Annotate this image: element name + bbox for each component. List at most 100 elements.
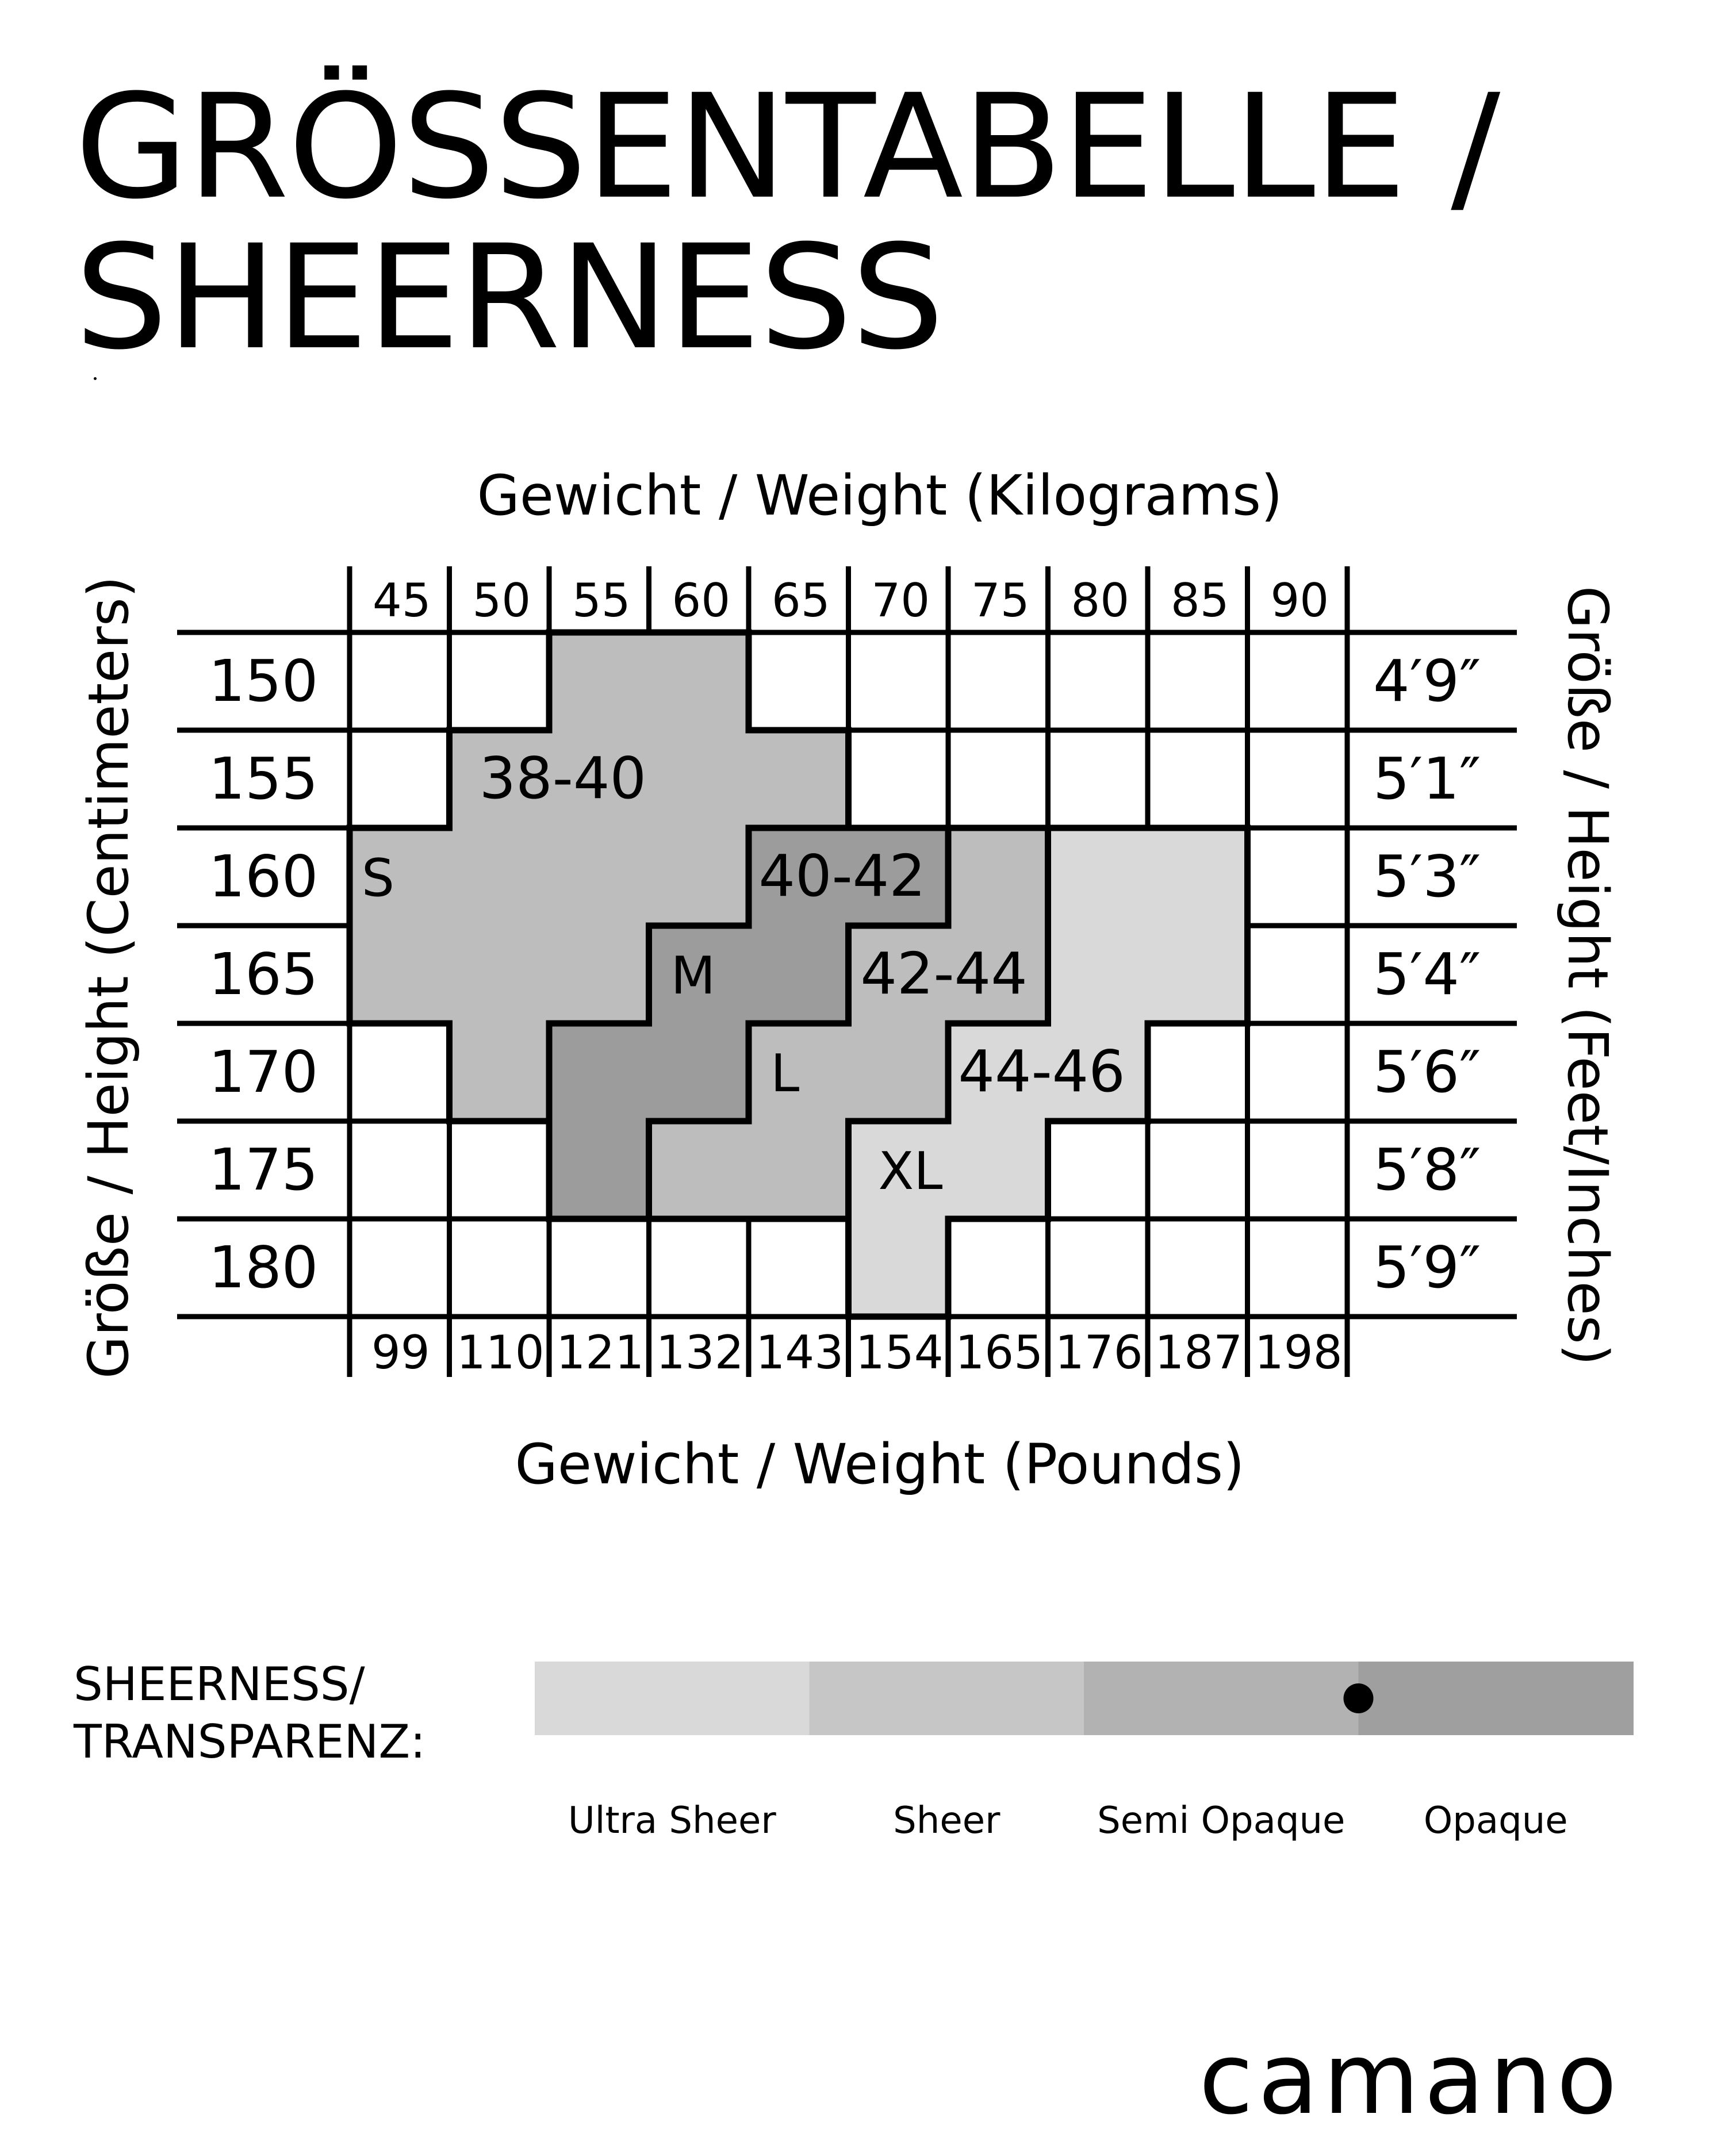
cell-merge <box>546 922 553 929</box>
cell-merge <box>646 732 652 826</box>
size-cell-s <box>549 632 649 731</box>
size-cell-m <box>749 926 849 1024</box>
tick-label-kg: 75 <box>971 574 1030 627</box>
size-cell-l <box>948 926 1048 1024</box>
cell-merge <box>352 922 447 929</box>
cell-merge <box>745 928 752 1021</box>
cell-merge <box>950 1118 1045 1125</box>
size-letter-label: L <box>770 1044 799 1104</box>
size-letter-label: M <box>671 946 716 1006</box>
cell-merge <box>1144 928 1151 1021</box>
size-cell-s <box>350 828 450 926</box>
sheerness-label-line-2: TRANSPARENZ: <box>74 1715 426 1768</box>
size-cell-xl <box>1148 926 1248 1024</box>
tick-label-ft: 5′6″ <box>1373 1038 1481 1106</box>
size-cell-m <box>649 926 749 1024</box>
tick-label-cm: 170 <box>209 1038 319 1106</box>
size-cell-xl <box>948 1023 1048 1122</box>
size-cell-l <box>848 1023 949 1122</box>
size-cell-xl <box>848 1121 949 1219</box>
cell-merge <box>452 922 547 929</box>
cell-merge <box>745 732 752 826</box>
size-cell-m <box>649 1023 749 1122</box>
size-cells <box>350 632 1248 1317</box>
size-cell-l <box>749 1121 849 1219</box>
size-cell-m <box>848 828 949 926</box>
cell-merge <box>546 732 553 826</box>
size-cell-xl <box>1048 1023 1148 1122</box>
size-cell-xl <box>948 1121 1048 1219</box>
tick-label-kg: 65 <box>772 574 830 627</box>
page-title-line-2: SHEERNESS <box>75 214 944 381</box>
cell-merge <box>446 830 453 923</box>
cell-merge <box>751 1118 846 1125</box>
sheerness-bar: Ultra Sheer Sheer Semi Opaque Opaque <box>535 1662 1634 1842</box>
cell-merge <box>651 1020 746 1027</box>
tick-label-cm: 155 <box>209 745 319 812</box>
cell-merge <box>1150 922 1245 929</box>
sheerness-segment <box>1084 1662 1359 1735</box>
tick-label-kg: 50 <box>472 574 531 627</box>
size-cell-s <box>449 730 550 828</box>
size-cell-l <box>749 1023 849 1122</box>
size-range-label: 44-46 <box>958 1038 1125 1105</box>
size-cell-m <box>549 1023 649 1122</box>
size-letter-label: XL <box>879 1141 943 1202</box>
cell-merge <box>646 635 652 728</box>
size-cell-l <box>649 1121 749 1219</box>
tick-label-lb: 121 <box>556 1326 644 1379</box>
cell-merge <box>546 928 553 1021</box>
size-cell-xl <box>848 1219 949 1317</box>
tick-label-kg: 60 <box>672 574 730 627</box>
size-range-label: 40-42 <box>758 842 926 910</box>
y-label-left: Größe / Height (Centimeters) <box>76 576 141 1379</box>
tick-label-lb: 176 <box>1055 1326 1143 1379</box>
decorative-dot <box>94 377 97 380</box>
cell-merge <box>1045 1026 1051 1119</box>
cell-merge <box>751 922 846 929</box>
size-cell-m <box>749 828 849 926</box>
tick-label-lb: 110 <box>457 1326 545 1379</box>
tick-label-ft: 5′4″ <box>1373 941 1481 1008</box>
cell-merge <box>551 1118 646 1125</box>
cell-merge <box>551 824 646 831</box>
cell-merge <box>646 727 652 734</box>
size-cell-s <box>649 632 749 731</box>
size-cell-xl <box>1148 828 1248 926</box>
size-letter-label: S <box>362 848 394 908</box>
size-cell-s <box>449 1023 550 1122</box>
y-label-right: Größe / Height (Feet/Inches) <box>1555 586 1620 1365</box>
sheerness-marker <box>1343 1683 1374 1713</box>
cell-merge <box>546 824 553 831</box>
cell-merge <box>745 1123 752 1217</box>
sheerness-segment <box>1358 1662 1634 1735</box>
size-cell-m <box>549 1121 649 1219</box>
tick-label-ft: 5′1″ <box>1373 745 1481 812</box>
brand-logo: camano <box>1199 2021 1622 2136</box>
cell-merge <box>1144 922 1151 929</box>
sheerness-label-line-1: SHEERNESS/ <box>74 1658 365 1711</box>
cell-merge <box>945 1123 952 1217</box>
cell-merge <box>1051 922 1145 929</box>
size-region-borders <box>346 629 1251 1320</box>
size-cell-xl <box>1048 926 1148 1024</box>
tick-label-kg: 70 <box>871 574 930 627</box>
tick-label-kg: 85 <box>1171 574 1229 627</box>
cell-merge <box>851 1020 946 1027</box>
tick-label-ft: 5′8″ <box>1373 1136 1481 1203</box>
cell-merge <box>546 830 553 923</box>
tick-label-lb: 198 <box>1255 1326 1343 1379</box>
cell-merge <box>646 824 652 831</box>
tick-label-cm: 150 <box>209 647 319 715</box>
tick-label-kg: 55 <box>572 574 631 627</box>
cell-merge <box>452 824 547 831</box>
sheerness-level-label: Sheer <box>893 1800 1000 1842</box>
cell-merge <box>646 830 652 923</box>
cell-merge <box>452 1020 547 1027</box>
cell-merge <box>651 727 746 734</box>
size-cell-s <box>449 926 550 1024</box>
cell-merge <box>651 824 746 831</box>
size-range-label: 42-44 <box>860 940 1028 1007</box>
